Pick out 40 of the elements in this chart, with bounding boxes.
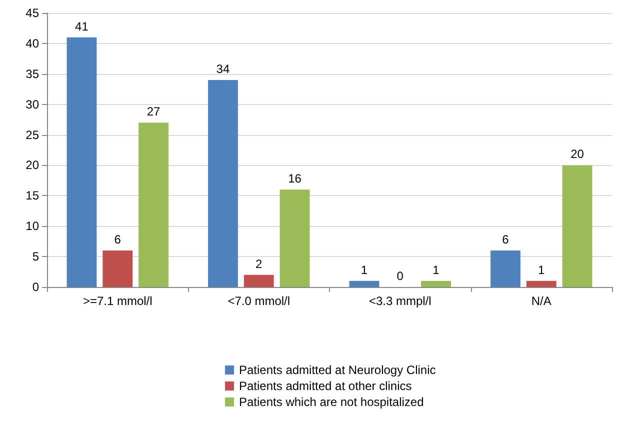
y-tick-label: 40 [26,36,40,50]
data-label: 16 [288,172,302,186]
bar [349,280,380,287]
x-tick-label: >=7.1 mmol/l [82,294,152,308]
y-tick-label: 45 [26,6,40,20]
bar [66,37,97,287]
legend-label: Patients admitted at other clinics [239,379,412,393]
y-tick-label: 20 [26,158,40,172]
y-tick-label: 35 [26,66,40,81]
bar [562,165,592,287]
x-tick-label: <7.0 mmol/l [228,294,290,308]
bar [526,280,556,287]
data-label: 1 [432,262,440,277]
y-tick-label: 15 [26,188,40,203]
data-label: 2 [256,256,263,271]
y-tick-label: 30 [26,97,40,112]
data-label: 6 [114,232,122,246]
data-label: 27 [146,104,161,119]
bar [244,274,274,287]
y-tick-label: 25 [26,128,40,142]
x-tick-label: N/A [531,294,552,308]
data-label: 20 [570,147,584,162]
bar [102,250,133,287]
bar [280,190,310,287]
data-label: 34 [216,62,230,76]
data-label: 1 [360,262,368,277]
y-tick-label: 5 [32,250,40,264]
y-tick-label: 0 [32,280,40,294]
bar [138,122,168,287]
data-label: 0 [396,269,404,283]
x-tick-label: <3.3 mmpl/l [368,294,432,308]
bar [490,250,520,287]
legend-label: Patients admitted at Neurology Clinic [239,363,436,377]
data-label: 1 [538,262,546,277]
bar [421,280,451,287]
y-tick-label: 10 [26,219,40,234]
data-label: 41 [75,19,89,34]
bar [208,80,238,287]
data-label: 6 [502,232,510,246]
legend-label: Patients which are not hospitalized [239,395,424,409]
